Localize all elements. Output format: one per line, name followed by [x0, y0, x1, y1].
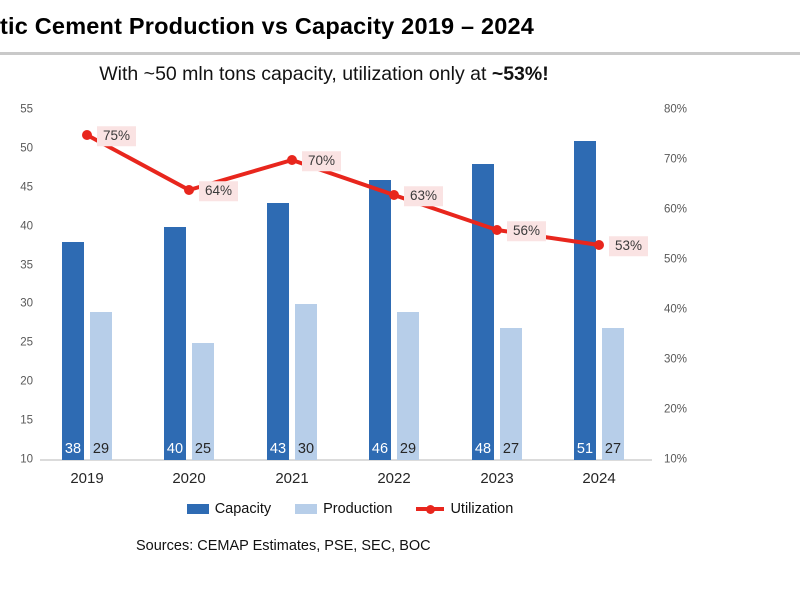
right-axis-tick: 40%: [664, 303, 688, 316]
legend-item-utilization: Utilization: [416, 501, 513, 517]
sources-note: Sources: CEMAP Estimates, PSE, SEC, BOC: [136, 538, 431, 554]
right-axis-tick: 30%: [664, 353, 688, 366]
right-axis-tick: 50%: [664, 253, 688, 266]
left-axis-tick: 20: [20, 375, 33, 388]
capacity-value-label: 40: [166, 441, 184, 457]
capacity-bar: [62, 242, 84, 460]
year-label: 2024: [582, 470, 616, 487]
production-value-label: 30: [297, 441, 315, 457]
left-axis-tick: 15: [20, 414, 33, 427]
chart-legend: Capacity Production Utilization: [0, 501, 700, 517]
legend-label-capacity: Capacity: [214, 501, 272, 517]
production-bar: [192, 343, 214, 460]
utilization-swatch-icon: [416, 504, 445, 514]
utilization-label: 64%: [199, 181, 239, 201]
left-axis-tick: 30: [20, 297, 33, 310]
legend-item-capacity: Capacity: [186, 501, 272, 517]
year-label: 2021: [275, 470, 309, 487]
page-title: tic Cement Production vs Capacity 2019 –…: [0, 13, 535, 39]
capacity-value-label: 46: [371, 441, 389, 457]
year-label: 2019: [70, 470, 104, 487]
year-label: 2022: [377, 470, 411, 487]
capacity-swatch-icon: [186, 504, 209, 514]
utilization-label: 53%: [609, 236, 649, 256]
capacity-value-label: 51: [576, 441, 594, 457]
production-bar: [90, 312, 112, 460]
x-axis-line: [40, 459, 652, 461]
capacity-bar: [267, 203, 289, 460]
production-value-label: 25: [194, 441, 212, 457]
left-axis-tick: 50: [20, 142, 33, 155]
left-axis-tick: 55: [20, 103, 33, 116]
right-axis-tick: 80%: [664, 103, 688, 116]
legend-item-production: Production: [295, 501, 392, 517]
production-swatch-icon: [295, 504, 318, 514]
right-axis-tick: 60%: [664, 203, 688, 216]
utilization-marker: [184, 185, 194, 195]
subtitle-text: With ~50 mln tons capacity, utilization …: [99, 63, 492, 85]
subtitle-emphasis: ~53%!: [491, 63, 549, 85]
capacity-bar: [472, 164, 494, 460]
utilization-label: 56%: [507, 221, 547, 241]
legend-label-utilization: Utilization: [450, 501, 514, 517]
capacity-value-label: 48: [474, 441, 492, 457]
utilization-label: 70%: [302, 151, 342, 171]
production-bar: [602, 327, 624, 460]
capacity-value-label: 38: [64, 441, 82, 457]
chart-subtitle: With ~50 mln tons capacity, utilization …: [0, 63, 648, 86]
capacity-bar: [369, 180, 391, 460]
left-axis-tick: 45: [20, 181, 33, 194]
left-axis-tick: 35: [20, 258, 33, 271]
utilization-marker: [287, 155, 297, 165]
utilization-label: 75%: [97, 126, 137, 146]
capacity-value-label: 43: [269, 441, 287, 457]
production-bar: [397, 312, 419, 460]
right-axis-tick: 10%: [664, 453, 688, 466]
title-divider: [0, 52, 800, 55]
right-axis-tick: 20%: [664, 403, 688, 416]
legend-label-production: Production: [323, 501, 393, 517]
left-axis-tick: 40: [20, 219, 33, 232]
year-label: 2023: [480, 470, 514, 487]
left-axis-tick: 25: [20, 336, 33, 349]
capacity-bar: [164, 226, 186, 460]
left-axis-tick: 10: [20, 453, 33, 466]
year-label: 2020: [172, 470, 206, 487]
production-bar: [295, 304, 317, 460]
production-value-label: 27: [502, 441, 520, 457]
production-value-label: 29: [399, 441, 417, 457]
utilization-marker: [82, 130, 92, 140]
production-value-label: 29: [92, 441, 110, 457]
production-bar: [500, 327, 522, 460]
capacity-bar: [574, 141, 596, 460]
utilization-label: 63%: [404, 186, 444, 206]
right-axis-tick: 70%: [664, 153, 688, 166]
production-value-label: 27: [604, 441, 622, 457]
